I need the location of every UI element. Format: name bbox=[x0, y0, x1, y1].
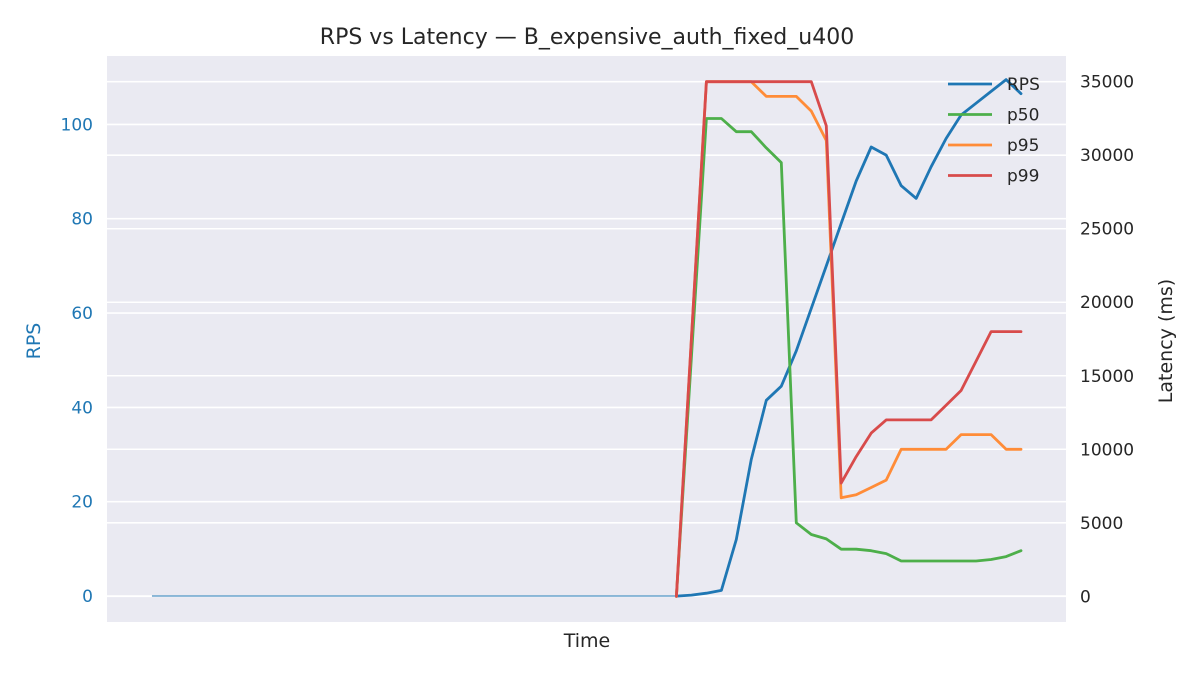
legend-label-p95: p95 bbox=[1007, 136, 1039, 156]
y-left-tick-label: 20 bbox=[71, 493, 93, 513]
left-axis-ticks: 0 20 40 60 80 100 bbox=[61, 115, 93, 607]
y-left-tick-label: 40 bbox=[71, 398, 93, 418]
series-line-p50 bbox=[675, 117, 1023, 598]
y-left-tick-label: 80 bbox=[71, 210, 93, 230]
y-right-tick-label: 15000 bbox=[1080, 367, 1134, 387]
y-axis-left-label: RPS bbox=[23, 323, 45, 360]
y-right-tick-label: 5000 bbox=[1080, 514, 1123, 534]
grid bbox=[107, 80, 1066, 598]
plot-background bbox=[107, 56, 1066, 622]
right-axis-ticks: 0 5000 10000 15000 20000 25000 30000 35000 bbox=[1080, 73, 1134, 608]
series-line-p99 bbox=[675, 80, 1023, 598]
x-axis-label: Time bbox=[563, 630, 611, 652]
y-right-tick-label: 20000 bbox=[1080, 293, 1134, 313]
chart-title: RPS vs Latency — B_expensive_auth_fixed_… bbox=[320, 25, 854, 50]
legend-label-p99: p99 bbox=[1007, 167, 1039, 187]
y-left-tick-label: 100 bbox=[61, 115, 93, 135]
series-line-RPS bbox=[675, 78, 1023, 598]
y-right-tick-label: 0 bbox=[1080, 587, 1091, 607]
legend-label-p50: p50 bbox=[1007, 106, 1039, 126]
y-right-tick-label: 25000 bbox=[1080, 220, 1134, 240]
y-axis-right-label: Latency (ms) bbox=[1155, 279, 1177, 403]
y-left-tick-label: 0 bbox=[82, 587, 93, 607]
y-right-tick-label: 35000 bbox=[1080, 73, 1134, 93]
series-layer bbox=[675, 78, 1023, 598]
legend: RPS p50 p95 p99 bbox=[948, 75, 1040, 187]
y-right-tick-label: 30000 bbox=[1080, 146, 1134, 166]
y-right-tick-label: 10000 bbox=[1080, 440, 1134, 460]
y-left-tick-label: 60 bbox=[71, 304, 93, 324]
legend-label-RPS: RPS bbox=[1007, 75, 1040, 95]
